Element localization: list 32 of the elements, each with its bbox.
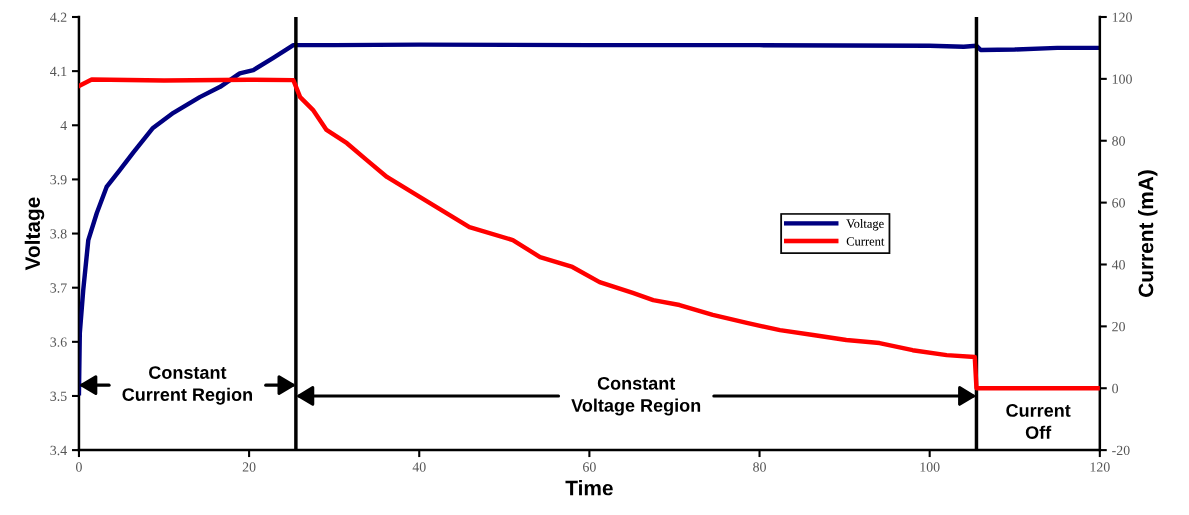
y2-tick-label: 120 bbox=[1112, 12, 1132, 22]
y2-tick-label: -20 bbox=[1112, 445, 1130, 456]
x-tick-label: 20 bbox=[242, 462, 256, 472]
y-tick-label: 3.4 bbox=[50, 445, 67, 456]
y-tick-label: 4.1 bbox=[50, 66, 67, 77]
x-tick-label: 0 bbox=[76, 462, 82, 472]
x-tick-label: 100 bbox=[920, 462, 940, 472]
annotation: Current Off bbox=[1006, 404, 1071, 439]
y-axis-title: Voltage bbox=[24, 197, 45, 271]
x-tick-label: 120 bbox=[1090, 462, 1110, 472]
y2-tick-label: 40 bbox=[1111, 260, 1125, 270]
y-tick-label: 3.6 bbox=[50, 337, 67, 347]
y2-tick-label: 0 bbox=[1112, 383, 1119, 394]
x-tick-label: 40 bbox=[412, 462, 426, 472]
y-tick-label: 4 bbox=[60, 120, 67, 131]
y-tick-label: 3.8 bbox=[50, 229, 67, 239]
legend-label: Voltage bbox=[846, 219, 884, 231]
y2-tick-label: 60 bbox=[1112, 198, 1125, 208]
x-tick-label: 80 bbox=[753, 462, 766, 472]
y2-tick-label: 100 bbox=[1112, 74, 1132, 84]
x-tick-label: 60 bbox=[583, 462, 596, 472]
y-tick-label: 3.5 bbox=[50, 391, 67, 401]
y-tick-label: 3.9 bbox=[50, 175, 67, 185]
y2-tick-label: 80 bbox=[1112, 136, 1125, 146]
x-axis-title: Time bbox=[565, 480, 613, 496]
legend-label: Current bbox=[846, 237, 885, 246]
y2-axis-title: Current (mA) bbox=[1138, 170, 1158, 297]
y-tick-label: 3.7 bbox=[50, 283, 67, 293]
y-tick-label: 4.2 bbox=[50, 12, 67, 23]
annotation: Constant Current Region bbox=[122, 366, 253, 405]
y2-tick-label: 20 bbox=[1112, 321, 1125, 332]
annotation: Constant Voltage Region bbox=[571, 376, 701, 416]
